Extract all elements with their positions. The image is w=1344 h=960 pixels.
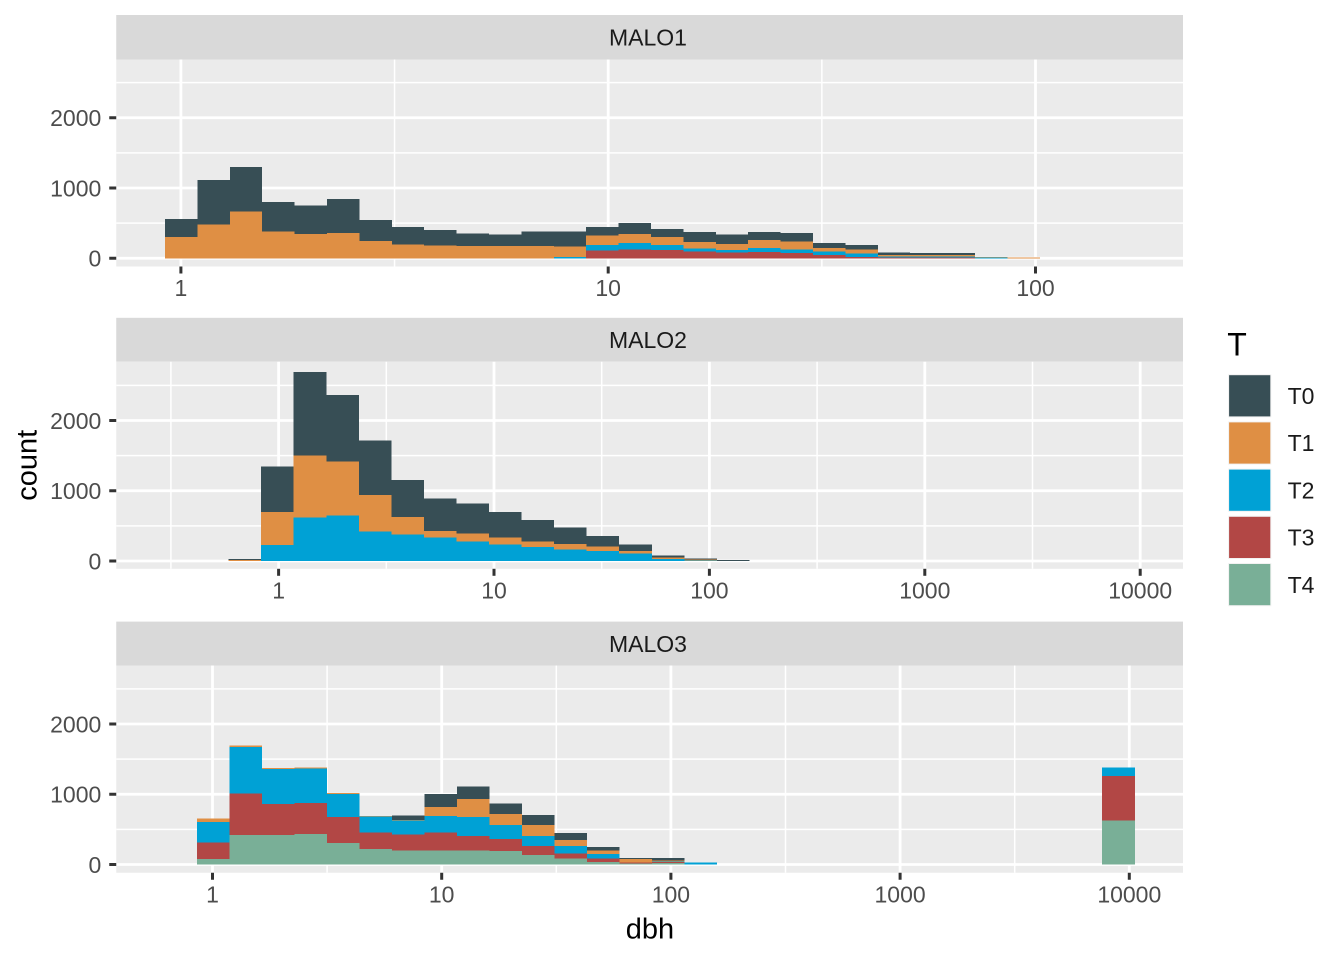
svg-text:1000: 1000 [50,478,101,504]
svg-text:0: 0 [89,246,102,272]
svg-text:1000: 1000 [50,782,101,808]
svg-text:0: 0 [89,852,102,878]
svg-text:1: 1 [272,577,285,603]
svg-text:MALO1: MALO1 [609,24,687,50]
svg-text:T0: T0 [1288,383,1315,409]
svg-text:10000: 10000 [1108,577,1172,603]
svg-text:MALO2: MALO2 [609,327,687,353]
svg-text:10000: 10000 [1097,881,1161,907]
svg-text:10: 10 [481,577,507,603]
svg-text:100: 100 [652,881,690,907]
svg-text:2000: 2000 [50,408,101,434]
svg-text:1000: 1000 [50,175,101,201]
svg-text:0: 0 [89,548,102,574]
svg-text:T: T [1227,327,1247,363]
svg-text:1000: 1000 [875,881,926,907]
svg-text:T1: T1 [1288,430,1315,456]
svg-text:10: 10 [429,881,455,907]
svg-text:1: 1 [175,275,188,301]
svg-text:T3: T3 [1288,525,1315,551]
svg-text:dbh: dbh [626,914,674,946]
svg-text:100: 100 [1016,275,1054,301]
svg-text:T2: T2 [1288,477,1315,503]
svg-text:1000: 1000 [899,577,950,603]
svg-text:100: 100 [690,577,728,603]
svg-text:10: 10 [595,275,621,301]
svg-text:2000: 2000 [50,711,101,737]
svg-text:2000: 2000 [50,105,101,131]
svg-text:1: 1 [206,881,219,907]
svg-text:T4: T4 [1288,572,1315,598]
svg-text:MALO3: MALO3 [609,631,687,657]
svg-text:count: count [12,430,44,501]
